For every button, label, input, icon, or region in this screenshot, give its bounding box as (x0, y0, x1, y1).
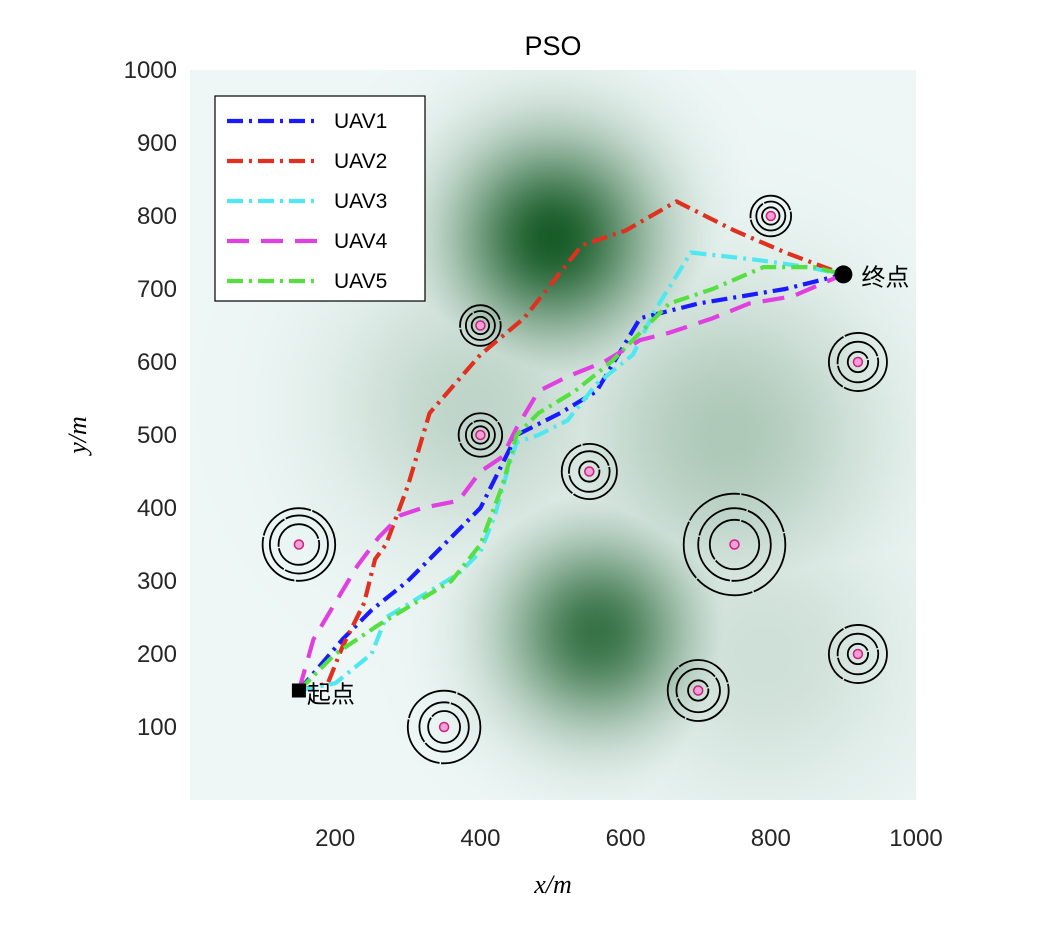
threat-zone (459, 304, 502, 347)
y-tick-label: 800 (137, 203, 177, 230)
series-line-uav1 (297, 272, 844, 692)
threat-ring (457, 412, 504, 458)
threat-ring (568, 450, 611, 493)
threat-ring (470, 425, 491, 445)
x-tick-label: 400 (460, 825, 500, 852)
threat-ring (675, 667, 721, 714)
y-tick-label: 100 (137, 714, 177, 741)
series-line-uav5 (297, 265, 844, 692)
threat-center (293, 539, 305, 550)
threat-ring (749, 194, 793, 238)
threat-center (475, 429, 486, 441)
start-marker (291, 683, 306, 698)
threat-center (852, 648, 864, 660)
legend-label: UAV1 (334, 110, 387, 133)
y-axis-label: y/m (63, 416, 92, 457)
threat-ring (418, 701, 470, 753)
x-axis-label: x/m (533, 870, 572, 899)
threat-zone (560, 443, 618, 500)
threat-ring (846, 642, 869, 666)
threat-ring (697, 507, 772, 582)
x-tick-label: 800 (751, 825, 791, 852)
x-axis-ticks: 200 400 600 800 1000 (315, 825, 943, 852)
threat-ring (687, 679, 710, 702)
threat-ring (261, 507, 337, 582)
threat-zone (827, 624, 888, 684)
threat-ring (406, 689, 482, 765)
threat-ring (846, 350, 869, 374)
threat-center (584, 466, 595, 477)
x-tick-label: 200 (315, 825, 355, 852)
threat-ring (827, 332, 888, 392)
threat-ring (682, 492, 787, 597)
legend-label: UAV5 (334, 270, 387, 293)
chart-title: PSO (524, 31, 581, 61)
series-line-uav4 (296, 272, 845, 692)
end-label: 终点 (861, 263, 909, 291)
threat-center (729, 539, 740, 550)
threat-ring (268, 514, 329, 575)
y-tick-label: 700 (137, 276, 177, 303)
threat-zones (261, 194, 888, 765)
threat-center (852, 356, 864, 368)
y-tick-label: 300 (137, 568, 177, 595)
threat-ring (560, 443, 618, 500)
threat-center (475, 320, 486, 331)
legend: UAV1 UAV2 UAV3 UAV4 UAV5 (214, 95, 426, 302)
threat-ring (459, 304, 502, 347)
end-marker (834, 265, 853, 284)
y-tick-label: 1000 (124, 57, 177, 84)
legend-label: UAV3 (334, 190, 387, 213)
threat-zone (682, 492, 787, 597)
threat-zone (261, 507, 337, 582)
legend-label: UAV2 (334, 150, 387, 173)
y-tick-label: 200 (137, 641, 177, 668)
y-tick-label: 900 (137, 130, 177, 157)
threat-zone (666, 659, 730, 722)
threat-zone (827, 332, 888, 392)
threat-ring (836, 340, 880, 384)
y-tick-label: 600 (137, 349, 177, 376)
threat-ring (464, 419, 496, 451)
threat-ring (827, 624, 888, 684)
threat-center (692, 685, 704, 696)
x-tick-label: 600 (606, 825, 646, 852)
y-tick-label: 500 (137, 422, 177, 449)
threat-center (765, 210, 777, 222)
series-line-uav2 (298, 199, 845, 693)
legend-label: UAV4 (334, 230, 388, 253)
threat-ring (755, 200, 787, 232)
threat-ring (761, 206, 781, 226)
legend-box (214, 95, 426, 302)
uav-paths (296, 199, 845, 693)
start-end-markers: 起点 终点 (291, 263, 909, 709)
threat-ring (666, 659, 730, 722)
threat-zone (406, 689, 482, 765)
y-tick-label: 400 (137, 495, 177, 522)
threat-ring (470, 315, 491, 336)
threat-zone (749, 194, 793, 238)
threat-ring (277, 523, 321, 566)
y-axis-ticks: 100 200 300 400 500 600 700 800 900 1000 (124, 57, 177, 741)
threat-zone (457, 412, 504, 458)
threat-center (438, 721, 450, 733)
threat-ring (427, 710, 461, 744)
start-label: 起点 (307, 681, 355, 709)
threat-ring (708, 518, 761, 571)
threat-ring (578, 460, 601, 483)
threat-ring (464, 310, 496, 341)
threat-ring (836, 632, 880, 676)
x-tick-label: 1000 (889, 825, 942, 852)
